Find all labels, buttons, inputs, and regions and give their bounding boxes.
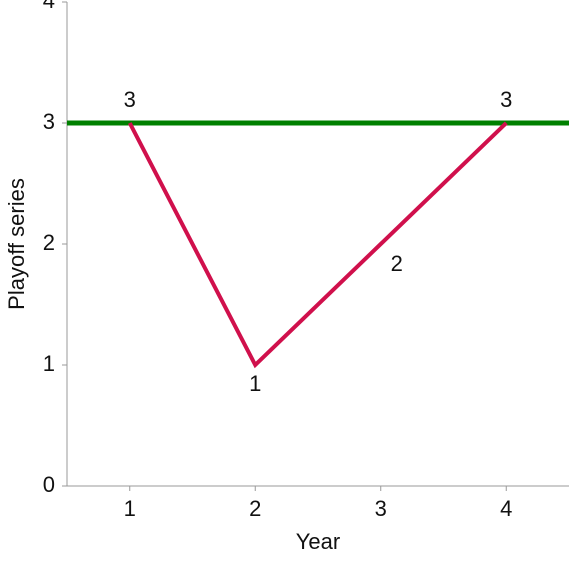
- data-label: 3: [124, 87, 136, 112]
- x-axis-title: Year: [296, 529, 340, 554]
- data-label: 3: [500, 87, 512, 112]
- y-tick-label: 4: [43, 0, 55, 13]
- y-tick-label: 2: [43, 230, 55, 255]
- y-tick-label: 3: [43, 109, 55, 134]
- y-tick-label: 0: [43, 472, 55, 497]
- data-label: 1: [249, 371, 261, 396]
- x-tick-label: 4: [500, 496, 512, 521]
- series-line: [127, 121, 508, 369]
- y-tick-label: 1: [43, 351, 55, 376]
- x-tick-label: 2: [249, 496, 261, 521]
- x-tick-label: 1: [124, 496, 136, 521]
- y-axis-title: Playoff series: [4, 178, 29, 310]
- x-tick-label: 3: [375, 496, 387, 521]
- data-label: 2: [391, 251, 403, 276]
